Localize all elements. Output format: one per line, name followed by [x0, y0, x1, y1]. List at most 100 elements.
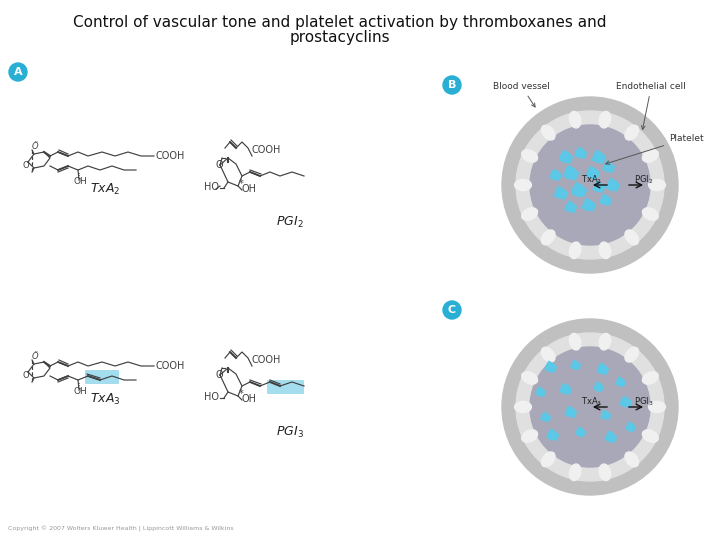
- Polygon shape: [544, 361, 557, 373]
- Text: TxA$_3$: TxA$_3$: [581, 395, 603, 408]
- Ellipse shape: [625, 452, 639, 467]
- Circle shape: [443, 76, 461, 94]
- Ellipse shape: [625, 347, 639, 362]
- Polygon shape: [593, 181, 605, 192]
- Text: O: O: [216, 370, 224, 380]
- Circle shape: [530, 125, 650, 245]
- Ellipse shape: [541, 347, 555, 362]
- Text: PGI$_2$: PGI$_2$: [634, 173, 654, 186]
- Ellipse shape: [642, 208, 658, 220]
- Polygon shape: [597, 363, 609, 374]
- Text: Ö: Ö: [32, 142, 38, 151]
- Text: OH: OH: [74, 177, 88, 186]
- Polygon shape: [593, 382, 604, 392]
- Circle shape: [502, 319, 678, 495]
- Text: COOH: COOH: [252, 145, 282, 155]
- Text: prostacyclins: prostacyclins: [289, 30, 390, 45]
- Circle shape: [443, 301, 461, 319]
- Ellipse shape: [599, 111, 611, 128]
- Text: Blood vessel: Blood vessel: [493, 82, 550, 107]
- Text: Ö: Ö: [32, 352, 38, 361]
- Polygon shape: [536, 387, 546, 397]
- Text: OH: OH: [242, 394, 257, 404]
- Text: Platelet: Platelet: [606, 134, 704, 165]
- Polygon shape: [626, 422, 636, 431]
- Polygon shape: [564, 201, 577, 212]
- Text: COOH: COOH: [156, 361, 185, 371]
- Ellipse shape: [522, 150, 538, 162]
- Text: HO: HO: [204, 392, 219, 402]
- Text: PGI$_3$: PGI$_3$: [634, 395, 654, 408]
- Polygon shape: [559, 383, 572, 395]
- Text: TxA$_3$: TxA$_3$: [90, 392, 120, 407]
- Ellipse shape: [541, 452, 555, 467]
- Text: PGI$_3$: PGI$_3$: [276, 425, 304, 440]
- Polygon shape: [606, 178, 620, 191]
- Polygon shape: [571, 182, 587, 197]
- Ellipse shape: [599, 333, 611, 350]
- Ellipse shape: [599, 464, 611, 481]
- Text: B: B: [448, 80, 456, 90]
- Text: PGI$_2$: PGI$_2$: [276, 215, 304, 230]
- Polygon shape: [541, 411, 551, 422]
- Text: O: O: [23, 161, 30, 170]
- Circle shape: [502, 97, 678, 273]
- Circle shape: [516, 333, 664, 481]
- Text: TxA$_2$: TxA$_2$: [90, 182, 120, 197]
- Ellipse shape: [599, 242, 611, 259]
- Text: OH: OH: [242, 184, 257, 194]
- Text: A: A: [14, 67, 22, 77]
- Polygon shape: [575, 147, 587, 158]
- Ellipse shape: [522, 430, 538, 442]
- FancyBboxPatch shape: [85, 370, 119, 384]
- Text: COOH: COOH: [156, 151, 185, 161]
- Text: *: *: [239, 179, 244, 189]
- Polygon shape: [570, 360, 581, 370]
- Text: HO: HO: [204, 182, 219, 192]
- Ellipse shape: [541, 230, 555, 245]
- Ellipse shape: [522, 208, 538, 220]
- Ellipse shape: [625, 230, 639, 245]
- Polygon shape: [620, 396, 632, 408]
- Polygon shape: [592, 150, 606, 163]
- Polygon shape: [616, 377, 626, 387]
- Text: Control of vascular tone and platelet activation by thromboxanes and: Control of vascular tone and platelet ac…: [73, 15, 607, 30]
- Text: C: C: [448, 305, 456, 315]
- Ellipse shape: [625, 125, 639, 140]
- Circle shape: [9, 63, 27, 81]
- Text: COOH: COOH: [252, 355, 282, 365]
- Text: *: *: [239, 389, 244, 399]
- Polygon shape: [564, 406, 577, 417]
- Ellipse shape: [515, 401, 531, 413]
- FancyBboxPatch shape: [267, 380, 304, 394]
- Ellipse shape: [522, 372, 538, 384]
- Polygon shape: [559, 150, 573, 163]
- Ellipse shape: [649, 179, 665, 191]
- Ellipse shape: [570, 111, 581, 128]
- Text: Endothelial cell: Endothelial cell: [616, 82, 686, 130]
- Circle shape: [530, 347, 650, 467]
- Ellipse shape: [515, 179, 531, 191]
- Ellipse shape: [642, 430, 658, 442]
- Polygon shape: [582, 198, 596, 211]
- Polygon shape: [554, 186, 568, 199]
- Ellipse shape: [642, 372, 658, 384]
- Text: TxA$_2$: TxA$_2$: [582, 173, 603, 186]
- Polygon shape: [549, 169, 562, 180]
- Polygon shape: [600, 410, 611, 420]
- Polygon shape: [603, 161, 615, 172]
- Circle shape: [516, 111, 664, 259]
- Ellipse shape: [642, 150, 658, 162]
- Text: OH: OH: [74, 387, 88, 396]
- Polygon shape: [600, 194, 612, 206]
- Text: Copyright © 2007 Wolters Kluwer Health | Lippincott Williams & Wilkins: Copyright © 2007 Wolters Kluwer Health |…: [8, 526, 233, 532]
- Polygon shape: [546, 429, 559, 441]
- Text: O: O: [216, 160, 224, 170]
- Polygon shape: [605, 431, 617, 442]
- Ellipse shape: [649, 401, 665, 413]
- Text: O: O: [23, 371, 30, 380]
- Polygon shape: [575, 427, 586, 437]
- Ellipse shape: [570, 464, 581, 481]
- Polygon shape: [586, 166, 600, 179]
- Ellipse shape: [570, 242, 581, 259]
